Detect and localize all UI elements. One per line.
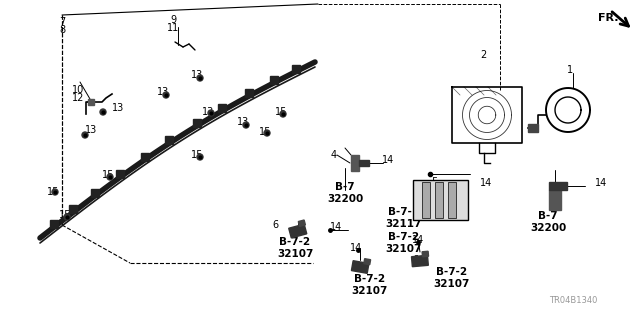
Circle shape bbox=[107, 174, 113, 180]
Text: 6: 6 bbox=[272, 220, 278, 230]
Circle shape bbox=[100, 109, 106, 115]
Bar bbox=[435, 182, 442, 218]
Bar bbox=[298, 220, 305, 226]
Circle shape bbox=[52, 189, 58, 195]
Bar bbox=[91, 189, 99, 197]
Text: TR04B1340: TR04B1340 bbox=[548, 296, 597, 305]
Text: 2: 2 bbox=[480, 50, 486, 60]
Text: B-7-2
32107: B-7-2 32107 bbox=[277, 237, 313, 259]
Circle shape bbox=[243, 122, 249, 128]
Bar bbox=[292, 65, 300, 73]
Bar bbox=[422, 182, 429, 218]
Circle shape bbox=[197, 154, 203, 160]
Circle shape bbox=[208, 110, 214, 116]
Text: 7: 7 bbox=[59, 17, 65, 27]
Bar bbox=[88, 99, 94, 105]
Bar bbox=[447, 182, 456, 218]
Bar bbox=[193, 119, 201, 127]
Text: 13: 13 bbox=[191, 70, 203, 80]
Circle shape bbox=[82, 132, 88, 138]
Text: 15: 15 bbox=[275, 107, 287, 117]
Bar bbox=[218, 104, 225, 112]
Text: B-7-2
32107: B-7-2 32107 bbox=[386, 232, 422, 254]
Text: 1: 1 bbox=[567, 65, 573, 75]
Text: 6: 6 bbox=[412, 255, 418, 265]
Text: 13: 13 bbox=[85, 125, 97, 135]
Circle shape bbox=[280, 111, 286, 117]
Text: 14: 14 bbox=[412, 235, 424, 245]
Bar bbox=[116, 170, 124, 178]
Text: 13: 13 bbox=[237, 117, 249, 127]
Text: B-7-2
32107: B-7-2 32107 bbox=[352, 274, 388, 296]
Bar bbox=[422, 251, 429, 257]
Bar bbox=[412, 255, 428, 267]
Bar bbox=[289, 224, 307, 238]
Bar bbox=[50, 220, 58, 228]
Bar bbox=[245, 89, 253, 97]
Text: 5: 5 bbox=[431, 177, 437, 187]
Text: B-7
32200: B-7 32200 bbox=[530, 211, 566, 233]
Text: B-7
32200: B-7 32200 bbox=[327, 182, 363, 204]
Text: B-7-1
32117: B-7-1 32117 bbox=[386, 207, 422, 229]
Text: 15: 15 bbox=[102, 170, 114, 180]
Circle shape bbox=[64, 214, 70, 220]
Bar bbox=[141, 153, 148, 161]
Circle shape bbox=[264, 130, 270, 136]
Bar bbox=[549, 190, 561, 210]
Text: 14: 14 bbox=[595, 178, 607, 188]
Text: 11: 11 bbox=[167, 23, 179, 33]
Text: 10: 10 bbox=[72, 85, 84, 95]
Text: 13: 13 bbox=[202, 107, 214, 117]
Text: FR.: FR. bbox=[598, 13, 618, 23]
Bar bbox=[69, 205, 77, 213]
Text: 8: 8 bbox=[59, 25, 65, 35]
Text: 15: 15 bbox=[47, 187, 59, 197]
Bar bbox=[528, 124, 538, 132]
Text: 15: 15 bbox=[259, 127, 271, 137]
Circle shape bbox=[197, 75, 203, 81]
FancyBboxPatch shape bbox=[413, 180, 467, 220]
Bar bbox=[364, 259, 371, 265]
Circle shape bbox=[163, 92, 169, 98]
Text: 14: 14 bbox=[350, 243, 362, 253]
Text: 15: 15 bbox=[59, 210, 71, 220]
Text: 6: 6 bbox=[353, 261, 359, 271]
Text: 14: 14 bbox=[480, 178, 492, 188]
Text: 4: 4 bbox=[331, 150, 337, 160]
Text: B-7-2
32107: B-7-2 32107 bbox=[434, 267, 470, 289]
Text: 14: 14 bbox=[382, 155, 394, 165]
Text: 14: 14 bbox=[330, 222, 342, 232]
Bar bbox=[549, 182, 567, 190]
Bar bbox=[351, 261, 369, 273]
Text: 15: 15 bbox=[191, 150, 203, 160]
Bar bbox=[359, 160, 369, 166]
Text: 9: 9 bbox=[170, 15, 176, 25]
Text: 13: 13 bbox=[157, 87, 169, 97]
Bar bbox=[351, 155, 359, 171]
Text: 12: 12 bbox=[72, 93, 84, 103]
Bar bbox=[165, 136, 173, 144]
Text: 3: 3 bbox=[555, 185, 561, 195]
Bar bbox=[269, 76, 278, 84]
Text: 13: 13 bbox=[112, 103, 124, 113]
